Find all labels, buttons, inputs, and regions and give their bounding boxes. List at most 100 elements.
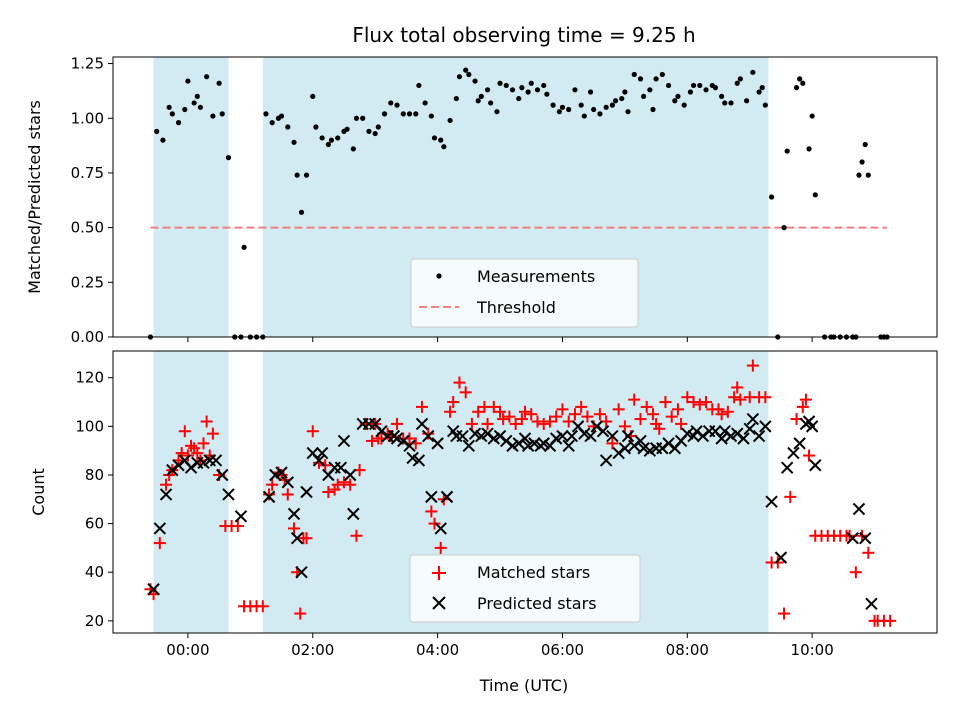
measurement-point [285,124,291,130]
top-axis-ticks: 0.00 0.25 0.50 0.75 1.00 1.25 [71,55,813,346]
matched-star-point [659,396,672,409]
predicted-star-point [518,432,532,445]
legend-threshold-label: Threshold [476,298,556,317]
matched-star-point [734,393,747,406]
measurement-point [366,128,372,134]
x-tick-label: 04:00 [416,641,459,659]
measurement-point [781,225,787,231]
measurement-point [534,87,541,93]
measurement-point [672,98,678,104]
y-tick-label: 0.50 [71,219,104,237]
predicted-star-point [434,522,447,535]
x-tick-label: 00:00 [166,641,209,659]
matched-star-point [618,420,631,433]
measurement-point [809,113,815,119]
measurement-point [325,141,331,148]
matched-star-point [453,376,466,389]
matched-star-point [191,447,204,460]
matched-star-point [675,417,688,430]
predicted-star-point [216,468,229,482]
measurement-point [484,87,491,93]
matched-star-point [693,398,706,411]
predicted-star-point [746,412,760,426]
y-tick-label: 80 [85,466,104,484]
matched-star-point [640,400,653,413]
measurement-point [734,80,740,86]
measurement-point [690,82,697,89]
matched-star-point [422,427,435,440]
matched-star-point [715,408,728,421]
measurement-point [650,106,656,113]
measurement-point [541,82,547,89]
y-tick-label: 120 [75,369,104,387]
matched-star-point [849,566,862,579]
predicted-star-point [865,597,878,611]
measurement-point [441,144,447,150]
x-tick-label: 10:00 [791,641,834,659]
measurement-point [185,78,191,84]
matched-star-point [206,427,219,440]
measurement-point [556,109,562,115]
predicted-star-point [287,507,301,521]
x-tick-label: 08:00 [666,641,709,659]
measurement-point [572,87,578,93]
measurement-point [544,91,550,97]
matched-star-point [294,607,307,620]
legend-matched-marker [432,566,446,580]
predicted-star-point [431,437,444,450]
legend-measurements-label: Measurements [477,267,595,286]
measurement-point [812,192,818,198]
predicted-star-point [556,429,569,443]
matched-star-point [721,405,734,418]
measurement-point [641,93,647,99]
matched-star-point [178,425,191,438]
measurement-point [744,98,750,104]
measurement-point [653,76,659,82]
matched-star-point [884,614,897,627]
matched-star-point [181,449,194,462]
matched-star-point [634,413,647,426]
measurement-point [625,109,631,115]
predicted-star-point [618,442,632,455]
matched-star-point [266,478,279,491]
chart-title: Flux total observing time = 9.25 h [352,23,695,47]
predicted-star-point [805,420,819,433]
matched-star-point [281,488,294,501]
measurement-point [681,102,687,108]
y-tick-label: 1.25 [71,55,104,73]
measurement-point [428,113,434,119]
matched-star-point [444,405,457,418]
bottom-axis-ticks: 00:00 02:00 04:00 06:00 08:00 10:00 20 40 60 80 10… [75,369,833,659]
measurement-point [319,135,325,141]
y-tick-label: 60 [85,515,104,533]
legend-predicted-marker [432,596,446,610]
matched-star-point [497,413,510,426]
matched-star-point [465,417,478,430]
predicted-star-point [347,507,360,521]
matched-star-point [728,391,741,404]
predicted-star-point [752,429,766,443]
top-y-axis-label: Matched/Predicted stars [25,100,44,294]
y-tick-label: 0.25 [71,273,104,291]
predicted-star-point [334,461,348,474]
matched-star-point [568,408,581,421]
predicted-star-point [425,490,438,504]
matched-star-point [344,478,357,491]
measurement-point [360,115,366,121]
measurement-point [631,71,637,78]
measurement-point [603,104,609,110]
measurement-point [175,120,182,126]
measurement-point [463,67,469,73]
measurement-point [622,89,628,95]
predicted-star-point [462,439,476,453]
measurement-point [559,104,566,110]
measurement-point [416,82,422,89]
measurement-point [566,106,572,113]
matched-star-point [337,476,350,489]
measurement-point [456,74,463,80]
measurement-point [328,137,335,143]
measurement-point [597,111,603,117]
matched-star-point [231,520,244,533]
matched-star-point [519,405,531,418]
matched-star-point [515,413,528,426]
